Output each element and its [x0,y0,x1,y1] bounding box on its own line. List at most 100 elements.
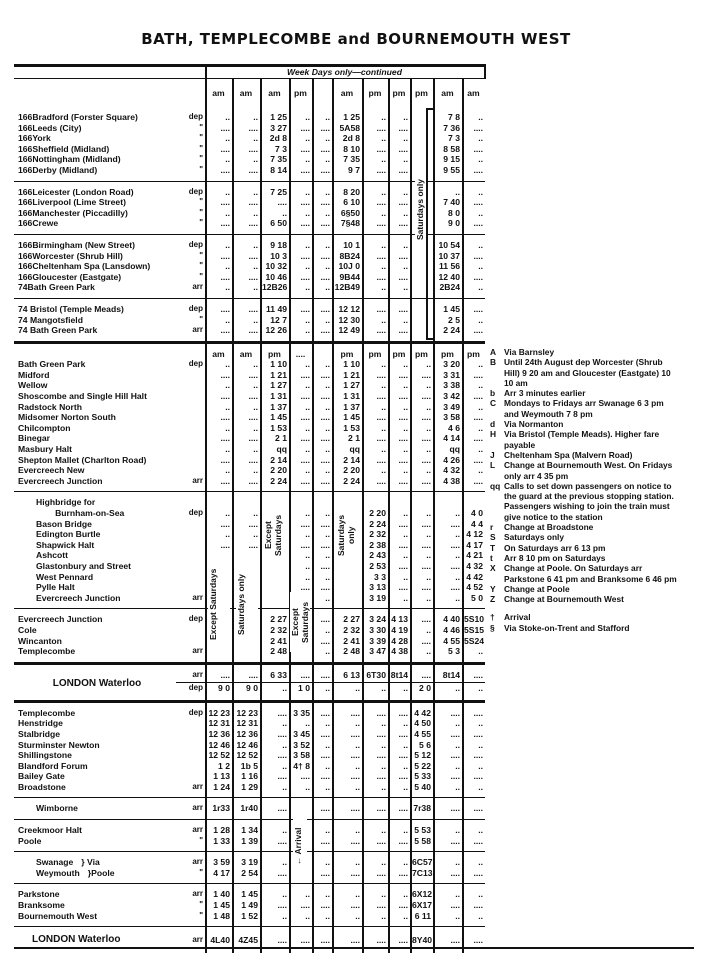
time-cell: .. [362,910,389,927]
time-cell: .. [462,207,485,219]
time-cell: 12 46 [205,739,233,751]
time-cell: 4 32 [462,560,485,572]
time-cell: 7§48 [332,218,363,235]
time-cell: .... [289,539,313,551]
table-row: 166Sheffield (Midland) "........ 7 3......… [14,143,485,155]
legend-key: T [490,542,496,553]
legend-key: t [490,552,493,563]
time-cell: 4 42 [410,699,434,719]
time-cell: .... [332,728,363,740]
time-cell: 11 49 [260,297,290,315]
time-cell: 6X17 [410,900,434,911]
station-name: 166Derby (Midland) [14,165,176,181]
time-cell: .. [312,314,333,326]
ampm-label: am [205,340,233,360]
time-cell: .. [388,781,411,798]
time-cell: .. [312,739,333,751]
time-cell: .... [332,867,363,884]
time-cell: .. [388,133,411,144]
time-cell: .... [232,539,261,551]
table-row: Templecombe dep 12 23 12 23.... 3 35........… [14,699,485,719]
legend-text: Saturdays only [504,532,565,543]
time-cell: .... [289,250,313,262]
arr-dep-label [176,771,206,782]
table-row: Creekmoor Halt arr 1 28 1 34.......... 5 53.… [14,819,485,836]
time-cell: 7 3 [433,133,463,144]
time-cell: 3 27 [260,122,290,134]
time-cell: .... [388,835,411,852]
time-cell [332,571,363,583]
time-cell: 7 35 [332,154,363,165]
time-cell: .. [332,851,363,868]
table-row: Ashcott.... 2 43...... 4 21 [14,550,485,561]
time-cell: .... [433,699,463,719]
time-cell: .. [388,233,411,251]
station-name: Shepton Mallet (Charlton Road) [14,455,176,466]
time-cell: .. [205,422,233,434]
time-cell [205,550,233,561]
time-cell: .. [205,133,233,144]
time-cell: .. [312,508,333,519]
table-row: Glastonbury and Street...... 2 53........… [14,560,485,572]
time-cell: .... [289,900,313,911]
time-cell: 6 33 [260,661,290,683]
time-cell: 1 10 [332,359,363,370]
station-label: 74Bath Green Park [18,282,95,293]
time-cell: .. [312,529,333,540]
time-cell: .. [205,508,233,519]
time-cell: .. [462,910,485,927]
via-note: }Poole [87,867,115,878]
table-row: 166Bradford (Forster Square) dep.... 1 25.… [14,107,485,123]
time-cell: 1 27 [332,380,363,392]
time-cell: .. [232,401,261,413]
time-cell: 8 10 [332,143,363,155]
legend-key: § [490,622,495,633]
time-cell: .... [260,900,290,911]
time-cell: 3 58 [433,412,463,423]
time-cell: 1 40 [205,883,233,901]
station-label: Blandford Forum [18,760,88,771]
legend-key: Y [490,583,496,594]
time-cell: .... [312,750,333,761]
station-label: 166Cheltenham Spa (Lansdown) [18,261,151,272]
time-cell: 2 53 [362,560,389,572]
time-cell: .... [205,271,233,283]
station-name: Evercreech Junction [14,608,176,625]
table-row: Bailey Gate 1 13 1 16.....................… [14,771,485,782]
arr-dep-label: dep [176,233,206,251]
time-cell: .. [205,154,233,165]
time-cell: 7 36 [433,122,463,134]
time-cell: 12 26 [260,325,290,343]
time-cell: 1 24 [205,781,233,798]
time-cell: 2 24 [362,518,389,530]
time-cell: 2 5 [433,314,463,326]
table-row: Sturminster Newton 12 46 12 46.. 3 52......… [14,739,485,751]
time-cell: 2 24 [260,475,290,492]
time-cell: .. [205,107,233,123]
time-cell: .. [289,508,313,519]
time-cell: .... [462,412,485,423]
legend-text: Change at Bournemouth West [504,594,624,605]
time-cell: 10 54 [433,233,463,251]
legend-key: Z [490,594,496,605]
time-cell: 1 34 [232,819,261,836]
time-cell: .. [205,207,233,219]
time-cell: .... [312,797,333,820]
time-cell: 6T30 [362,661,389,683]
arr-dep-label: " [199,314,203,324]
time-cell: .... [362,867,389,884]
timetable-section: Wimborne arr 1r33 1r40.................... 7… [14,797,485,820]
time-cell: 5A58 [332,122,363,134]
time-cell: .. [462,682,485,702]
arr-dep-label: dep [188,359,203,369]
station-label: 74 Bath Green Park [18,325,98,336]
time-cell: .... [362,750,389,761]
time-cell: .. [362,819,389,836]
time-cell: .. [232,508,261,519]
time-cell: 3 19 [362,592,389,609]
table-row: Wincanton 2 41.... 2 41 3 39 4 28.... 4 55 5S2… [14,635,485,647]
time-cell: 7 40 [433,197,463,208]
station-name: Glastonbury and Street [14,561,176,572]
time-cell: 1 53 [332,422,363,434]
station-label: 166Gloucester (Eastgate) [18,271,122,282]
